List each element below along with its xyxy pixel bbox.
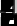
Line: AFC with increased lower layer Mrt: AFC with increased lower layer Mrt	[0, 0, 17, 17]
Legend: Reference AFC, AFC with increased lower layer Mrt: Reference AFC, AFC with increased lower …	[0, 12, 3, 26]
Line: Composite Mrt (memu/cm$^2$): Composite Mrt (memu/cm$^2$)	[0, 8, 17, 26]
Text: FIG. 4: FIG. 4	[15, 7, 17, 26]
Text: FIG. 1: FIG. 1	[15, 0, 17, 20]
Line: Reference AFC: Reference AFC	[0, 0, 17, 12]
Legend: Composite Mrt (memu/cm$^2$), Mrt reference AFC: Composite Mrt (memu/cm$^2$), Mrt referen…	[13, 0, 17, 14]
